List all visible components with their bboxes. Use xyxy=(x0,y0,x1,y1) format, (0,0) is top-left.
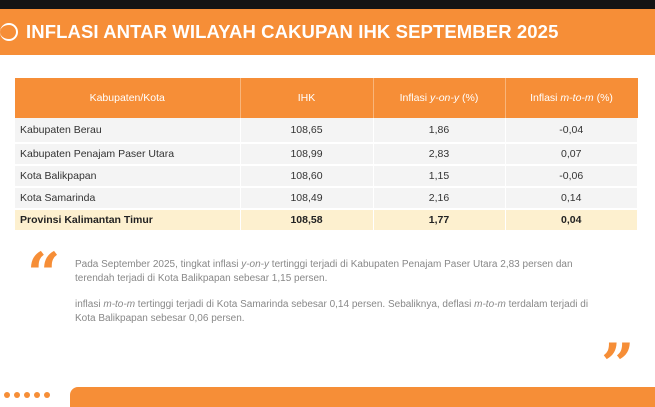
col-header-mtm: Inflasi m-to-m (%) xyxy=(505,78,638,118)
table-row: Kabupaten Berau 108,65 1,86 -0,04 xyxy=(15,118,638,144)
col-label-italic: y-on-y xyxy=(429,92,460,104)
cell-yoy: 1,86 xyxy=(373,118,506,144)
header-bar: INFLASI ANTAR WILAYAH CAKUPAN IHK SEPTEM… xyxy=(0,9,655,55)
cell-mtm: -0,06 xyxy=(505,165,638,188)
table-row: Kota Balikpapan 108,60 1,15 -0,06 xyxy=(15,165,638,188)
page-title: INFLASI ANTAR WILAYAH CAKUPAN IHK SEPTEM… xyxy=(26,21,559,42)
text: terdalam terjadi di Kota Balikpapan sebe… xyxy=(75,299,589,324)
col-label: Inflasi xyxy=(530,92,561,104)
col-header-region: Kabupaten/Kota xyxy=(15,78,241,118)
cell-yoy: 1,15 xyxy=(373,165,506,188)
cell-mtm: 0,04 xyxy=(505,209,638,232)
cell-ihk: 108,65 xyxy=(240,118,374,144)
text: tertinggi terjadi di Kabupaten Penajam P… xyxy=(75,259,573,284)
summary-paragraph-mtm: inflasi m-to-m tertinggi terjadi di Kota… xyxy=(75,298,595,326)
inflation-table: Kabupaten/Kota IHK Inflasi y-on-y (%) In… xyxy=(15,78,638,232)
table-row-total: Provinsi Kalimantan Timur 108,58 1,77 0,… xyxy=(15,209,638,232)
col-label-italic: m-to-m xyxy=(560,92,594,104)
cell-mtm: 0,07 xyxy=(505,143,638,166)
bps-logo-icon xyxy=(0,23,18,41)
col-header-yoy: Inflasi y-on-y (%) xyxy=(373,78,506,118)
text-italic: m-to-m xyxy=(474,299,506,310)
table-header-row: Kabupaten/Kota IHK Inflasi y-on-y (%) In… xyxy=(15,78,638,118)
cell-ihk: 108,60 xyxy=(240,165,374,188)
cell-region: Kabupaten Berau xyxy=(15,118,241,144)
cell-region: Kabupaten Penajam Paser Utara xyxy=(15,143,241,166)
text-italic: m-to-m xyxy=(103,299,136,310)
cell-ihk: 108,58 xyxy=(240,209,374,232)
text-italic: y-on-y xyxy=(241,259,270,270)
table-row: Kota Samarinda 108,49 2,16 0,14 xyxy=(15,187,638,210)
col-header-ihk: IHK xyxy=(240,78,374,118)
text: Pada September 2025, tingkat inflasi xyxy=(75,259,242,270)
col-label-suffix: (%) xyxy=(459,92,479,104)
cell-yoy: 2,16 xyxy=(373,187,506,210)
cell-yoy: 2,83 xyxy=(373,143,506,166)
cell-mtm: 0,14 xyxy=(505,187,638,210)
col-label: Inflasi xyxy=(399,92,430,104)
col-label: Kabupaten/Kota xyxy=(89,92,165,104)
open-quote-icon: “ xyxy=(27,240,61,308)
summary-paragraph-yoy: Pada September 2025, tingkat inflasi y-o… xyxy=(75,258,595,286)
close-quote-icon: ” xyxy=(601,331,635,399)
cell-region: Provinsi Kalimantan Timur xyxy=(15,209,241,232)
col-label-suffix: (%) xyxy=(593,92,613,104)
cell-ihk: 108,49 xyxy=(240,187,374,210)
footer-bar xyxy=(70,387,655,407)
text: tertinggi terjadi di Kota Samarinda sebe… xyxy=(135,299,475,310)
col-label: IHK xyxy=(297,92,316,104)
decorative-dots xyxy=(4,392,50,398)
cell-region: Kota Samarinda xyxy=(15,187,241,210)
cell-region: Kota Balikpapan xyxy=(15,165,241,188)
cell-mtm: -0,04 xyxy=(505,118,638,144)
cell-yoy: 1,77 xyxy=(373,209,506,232)
top-band xyxy=(0,0,655,9)
cell-ihk: 108,99 xyxy=(240,143,374,166)
table-row: Kabupaten Penajam Paser Utara 108,99 2,8… xyxy=(15,143,638,166)
text: inflasi xyxy=(75,299,104,310)
